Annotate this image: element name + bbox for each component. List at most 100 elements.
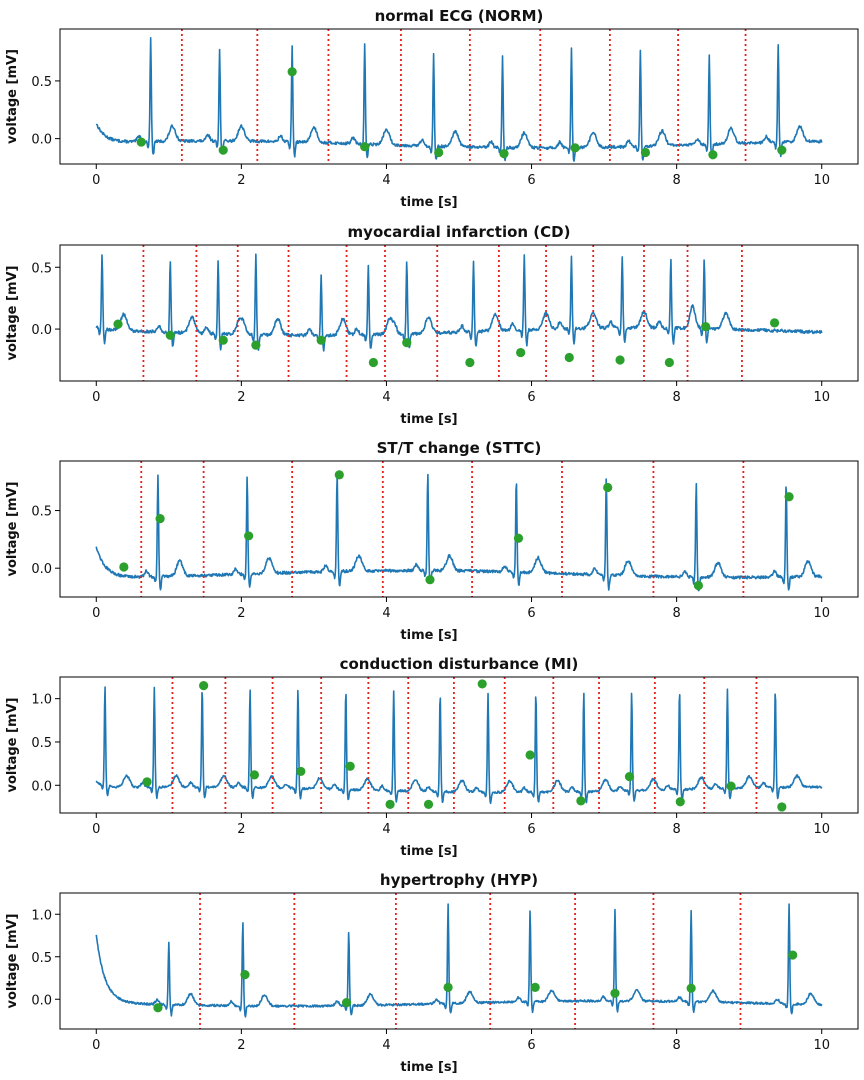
y-axis-label: voltage [mV]: [5, 914, 20, 1009]
feature-marker: [368, 357, 378, 368]
feature-marker: [142, 777, 152, 787]
x-tick-label: 0: [92, 173, 100, 188]
y-axis-label: voltage [mV]: [5, 482, 20, 577]
feature-marker: [777, 145, 787, 155]
x-tick-label: 6: [527, 606, 535, 621]
x-tick-label: 10: [813, 606, 830, 621]
plot-frame: [59, 892, 859, 1030]
feature-marker: [345, 761, 355, 771]
feature-marker: [777, 802, 787, 812]
y-tick-label: 0.5: [31, 505, 52, 520]
x-tick-label: 4: [382, 390, 390, 405]
x-tick-label: 4: [382, 1038, 390, 1053]
y-tick-label: 1.0: [31, 693, 52, 708]
feature-marker: [218, 145, 228, 155]
y-tick-label: 0.0: [31, 323, 52, 338]
y-tick-label: 0.0: [31, 779, 52, 794]
panel-title: ST/T change (STTC): [377, 439, 542, 457]
y-tick-label: 0.5: [31, 75, 52, 90]
feature-marker: [499, 149, 509, 159]
feature-marker: [249, 770, 260, 780]
ecg-trace: [95, 36, 823, 162]
ecg-panel-1: normal ECG (NORM) 0 2 4 6 8 10 0.0 0.5 time [s] vo…: [5, 7, 859, 210]
x-tick-label: 0: [92, 606, 100, 621]
panel-title: myocardial infarction (CD): [348, 223, 571, 241]
x-tick-label: 8: [672, 1038, 680, 1053]
x-tick-label: 4: [382, 173, 390, 188]
feature-marker: [465, 357, 475, 368]
x-tick-label: 2: [237, 822, 245, 837]
feature-marker: [610, 988, 620, 998]
x-tick-label: 2: [237, 606, 245, 621]
feature-marker: [287, 67, 297, 77]
feature-marker: [155, 514, 165, 524]
feature-marker: [686, 983, 696, 993]
feature-marker: [425, 575, 435, 585]
x-tick-label: 10: [813, 173, 830, 188]
x-axis-label: time [s]: [400, 628, 457, 643]
feature-marker: [113, 319, 123, 329]
y-tick-label: 1.0: [31, 908, 52, 923]
x-tick-label: 10: [813, 822, 830, 837]
feature-marker: [664, 357, 674, 368]
feature-marker: [516, 347, 526, 358]
x-tick-label: 6: [527, 822, 535, 837]
x-axis-label: time [s]: [400, 412, 457, 427]
feature-marker: [675, 797, 685, 807]
x-tick-label: 4: [382, 822, 390, 837]
ecg-panel-4: conduction disturbance (MI) 0 2 4 6 8 10 0.0 0.5…: [5, 655, 859, 859]
ecg-trace: [95, 253, 823, 352]
x-tick-label: 10: [813, 390, 830, 405]
feature-marker: [530, 982, 540, 992]
feature-marker: [603, 482, 613, 493]
feature-marker: [701, 322, 711, 332]
panel-title: normal ECG (NORM): [375, 7, 544, 25]
x-tick-label: 6: [527, 390, 535, 405]
y-tick-label: 0.0: [31, 562, 52, 577]
feature-marker: [525, 750, 535, 760]
x-tick-label: 2: [237, 173, 245, 188]
ecg-trace: [95, 473, 823, 592]
feature-marker: [385, 799, 395, 809]
feature-marker: [199, 681, 209, 691]
x-axis-label: time [s]: [400, 844, 457, 859]
ecg-panel-2: myocardial infarction (CD) 0 2 4 6 8 10 0.0 0.5 t…: [5, 223, 859, 427]
feature-marker: [576, 796, 586, 806]
feature-marker: [165, 330, 175, 340]
ecg-panel-5: hypertrophy (HYP) 0 2 4 6 8 10 0.0 0.5 1.0 time [s…: [5, 871, 859, 1075]
x-tick-label: 6: [527, 1038, 535, 1053]
x-tick-label: 10: [813, 1038, 830, 1053]
x-tick-label: 2: [237, 390, 245, 405]
ecg-trace: [95, 686, 823, 805]
plot-frame: [59, 676, 859, 814]
panel-title: conduction disturbance (MI): [340, 655, 579, 673]
plot-frame: [59, 28, 859, 165]
x-tick-label: 0: [92, 822, 100, 837]
y-tick-label: 0.0: [31, 133, 52, 148]
x-tick-label: 6: [527, 173, 535, 188]
feature-marker: [153, 1003, 163, 1013]
feature-marker: [640, 147, 651, 158]
x-tick-label: 8: [672, 822, 680, 837]
x-tick-label: 0: [92, 1038, 100, 1053]
feature-marker: [513, 533, 524, 543]
x-axis-label: time [s]: [400, 195, 457, 210]
feature-marker: [251, 340, 261, 350]
ecg-panel-3: ST/T change (STTC) 0 2 4 6 8 10 0.0 0.5 time [s] v…: [5, 439, 859, 643]
plot-frame: [59, 244, 859, 382]
feature-marker: [434, 147, 444, 158]
plot-frame: [59, 460, 859, 598]
feature-marker: [570, 143, 580, 153]
feature-marker: [360, 142, 370, 152]
feature-marker: [244, 531, 254, 541]
feature-marker: [726, 781, 736, 791]
feature-marker: [119, 562, 129, 572]
feature-marker: [708, 150, 718, 160]
y-tick-label: 0.5: [31, 261, 52, 276]
feature-marker: [316, 335, 326, 345]
feature-marker: [402, 338, 412, 348]
ecg-trace: [95, 903, 823, 1018]
panel-title: hypertrophy (HYP): [380, 871, 538, 889]
feature-marker: [341, 998, 352, 1008]
